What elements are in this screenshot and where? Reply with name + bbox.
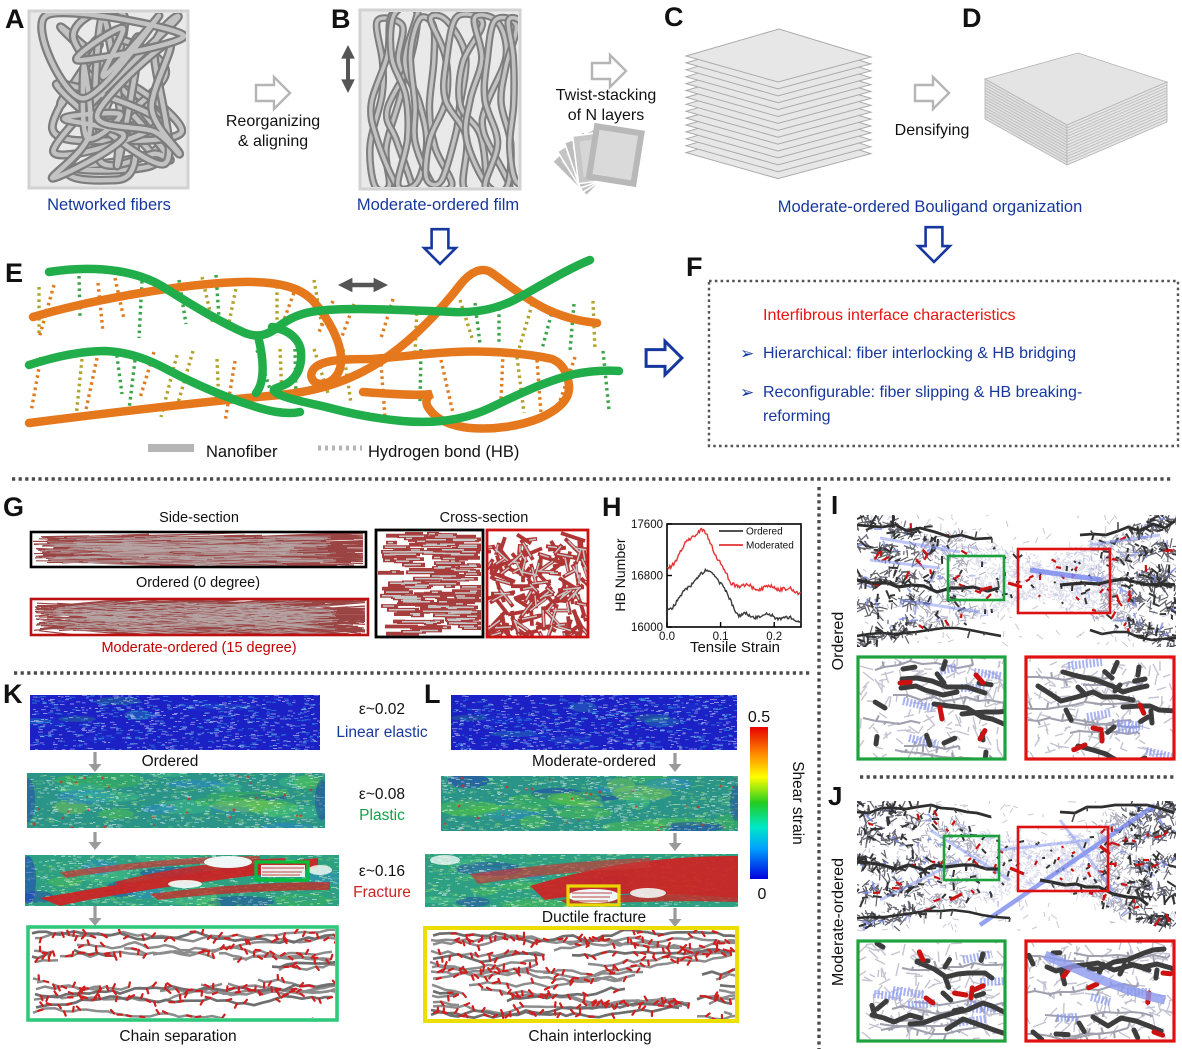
svg-text:Interfibrous interface charact: Interfibrous interface characteristics bbox=[763, 307, 1016, 324]
svg-text:J: J bbox=[828, 781, 842, 811]
svg-text:I: I bbox=[831, 490, 838, 520]
svg-text:ε~0.08: ε~0.08 bbox=[359, 786, 405, 803]
svg-text:Ordered (0 degree): Ordered (0 degree) bbox=[136, 575, 260, 591]
svg-text:Densifying: Densifying bbox=[895, 122, 970, 139]
svg-text:Shear strain: Shear strain bbox=[789, 761, 806, 845]
svg-text:Moderated: Moderated bbox=[746, 541, 794, 552]
svg-text:➢: ➢ bbox=[740, 383, 754, 402]
svg-text:Ductile fracture: Ductile fracture bbox=[542, 909, 646, 926]
svg-text:F: F bbox=[686, 252, 703, 282]
svg-text:Twist-stacking: Twist-stacking bbox=[556, 87, 656, 104]
svg-text:0.1: 0.1 bbox=[713, 631, 729, 643]
svg-text:Nanofiber: Nanofiber bbox=[206, 443, 278, 461]
svg-text:16000: 16000 bbox=[631, 622, 663, 634]
svg-text:ε~0.16: ε~0.16 bbox=[359, 863, 405, 880]
svg-text:16800: 16800 bbox=[631, 571, 663, 583]
svg-text:17600: 17600 bbox=[631, 519, 663, 531]
svg-text:Reconfigurable: fiber slipping: Reconfigurable: fiber slipping & HB brea… bbox=[763, 384, 1082, 401]
svg-text:HB Number: HB Number bbox=[612, 538, 628, 611]
svg-text:E: E bbox=[5, 258, 23, 288]
svg-text:0.5: 0.5 bbox=[748, 709, 770, 726]
svg-text:Chain interlocking: Chain interlocking bbox=[528, 1028, 651, 1045]
svg-text:Linear elastic: Linear elastic bbox=[336, 724, 428, 741]
svg-text:Ordered: Ordered bbox=[142, 753, 199, 770]
svg-text:Side-section: Side-section bbox=[159, 510, 239, 526]
svg-text:Fracture: Fracture bbox=[353, 884, 411, 901]
svg-text:A: A bbox=[5, 4, 25, 34]
svg-text:Networked fibers: Networked fibers bbox=[47, 196, 171, 214]
svg-text:C: C bbox=[664, 2, 684, 32]
svg-text:Chain separation: Chain separation bbox=[119, 1028, 236, 1045]
svg-text:Moderate-ordered film: Moderate-ordered film bbox=[357, 196, 519, 214]
svg-text:D: D bbox=[962, 3, 982, 33]
svg-text:Ordered: Ordered bbox=[746, 527, 783, 538]
svg-text:Moderate-ordered Bouligand org: Moderate-ordered Bouligand organization bbox=[778, 198, 1083, 216]
svg-text:0.0: 0.0 bbox=[659, 631, 675, 643]
svg-text:of N layers: of N layers bbox=[568, 107, 644, 124]
svg-text:➢: ➢ bbox=[740, 344, 754, 363]
svg-text:H: H bbox=[602, 492, 622, 522]
svg-text:Ordered: Ordered bbox=[830, 612, 847, 671]
svg-text:0: 0 bbox=[758, 886, 767, 903]
svg-text:B: B bbox=[331, 4, 351, 34]
svg-text:G: G bbox=[3, 492, 24, 522]
svg-text:Moderate-ordered: Moderate-ordered bbox=[830, 858, 847, 986]
svg-text:ε~0.02: ε~0.02 bbox=[359, 701, 405, 718]
svg-text:Moderate-ordered: Moderate-ordered bbox=[532, 753, 656, 770]
svg-text:Cross-section: Cross-section bbox=[440, 510, 529, 526]
svg-text:Hierarchical: fiber interlocki: Hierarchical: fiber interlocking & HB br… bbox=[763, 345, 1076, 362]
svg-text:Plastic: Plastic bbox=[359, 807, 405, 824]
svg-text:Tensile Strain: Tensile Strain bbox=[690, 639, 780, 656]
svg-text:K: K bbox=[3, 679, 23, 709]
svg-text:0.2: 0.2 bbox=[766, 631, 782, 643]
svg-text:Moderate-ordered (15 degree): Moderate-ordered (15 degree) bbox=[101, 640, 296, 656]
svg-text:reforming: reforming bbox=[763, 408, 831, 425]
svg-text:L: L bbox=[424, 679, 441, 709]
svg-text:Reorganizing: Reorganizing bbox=[226, 113, 320, 130]
svg-text:& aligning: & aligning bbox=[238, 133, 308, 150]
svg-text:Hydrogen bond (HB): Hydrogen bond (HB) bbox=[368, 443, 519, 461]
